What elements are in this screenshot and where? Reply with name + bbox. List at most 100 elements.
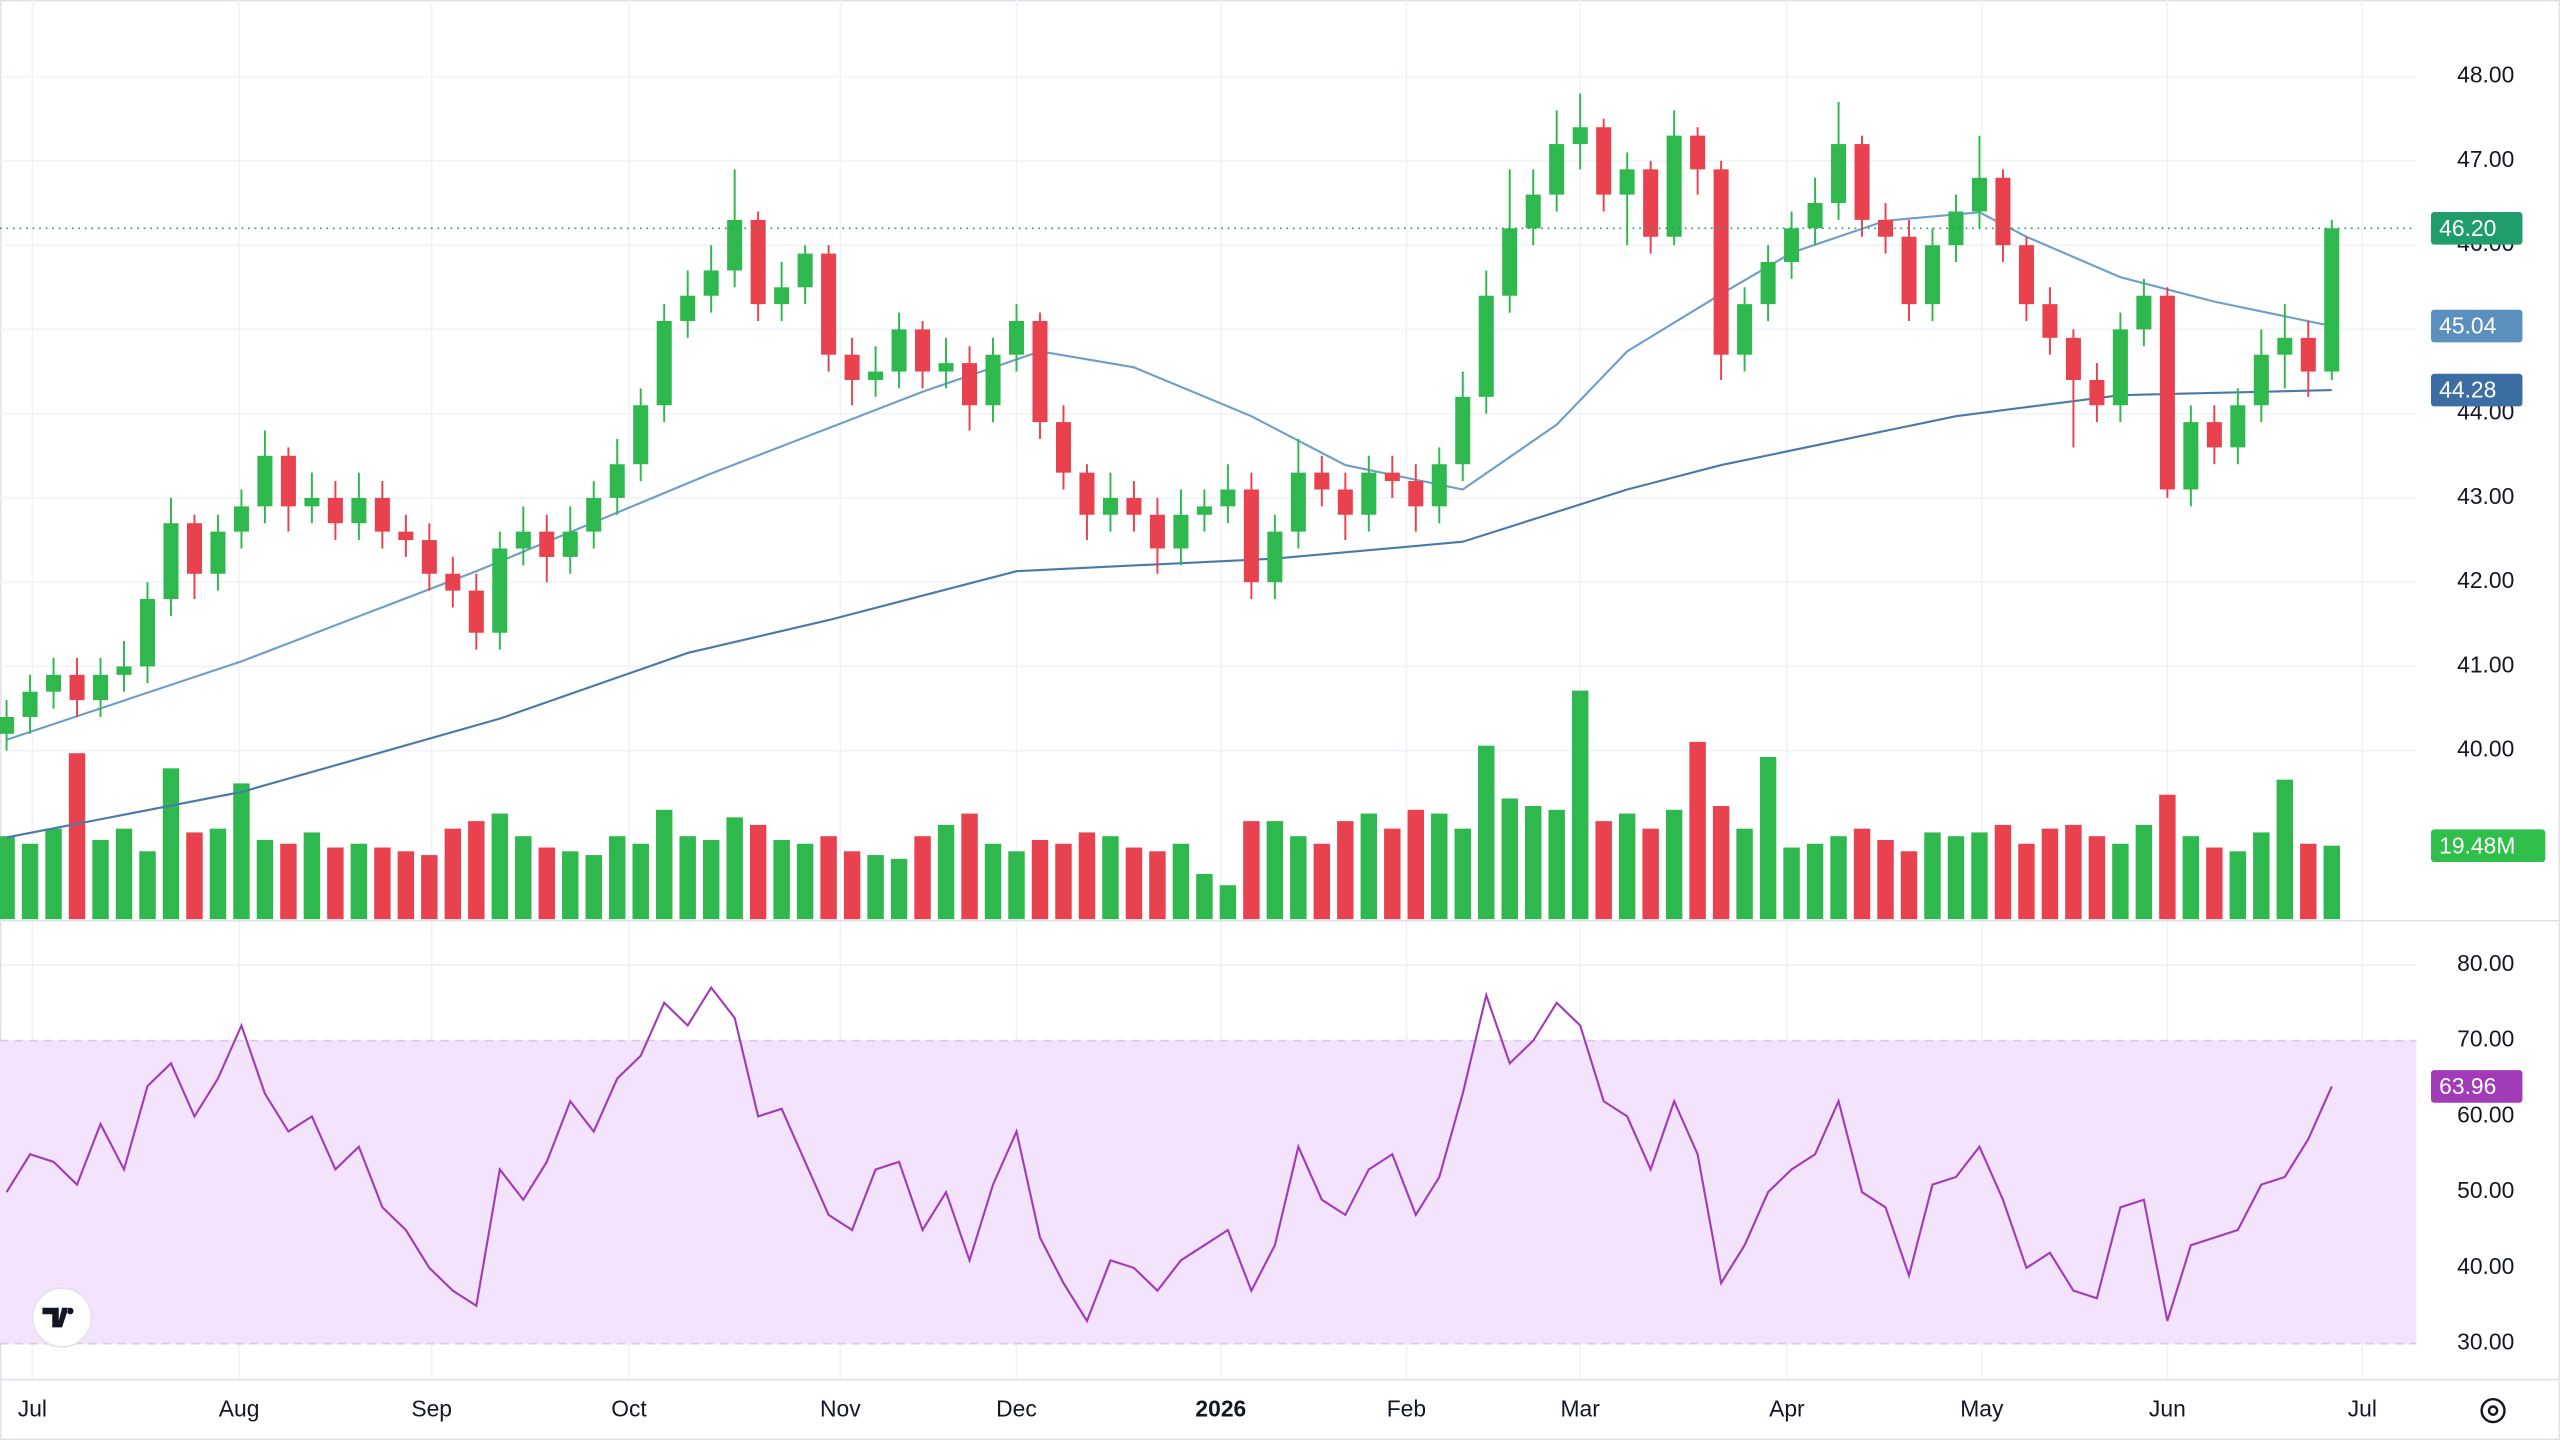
- rsi-tick-label: 30.00: [2457, 1329, 2514, 1355]
- volume-bar: [256, 839, 274, 920]
- candle-body: [1173, 514, 1189, 549]
- candle-body: [609, 464, 625, 498]
- x-tick-label: Dec: [996, 1396, 1037, 1422]
- rsi-tick-label: 40.00: [2457, 1253, 2514, 1279]
- volume-bar: [984, 843, 1002, 920]
- candle-body: [1619, 169, 1635, 195]
- rsi-tick-label: 60.00: [2457, 1101, 2514, 1127]
- candle-body: [93, 674, 109, 701]
- candle-body: [1079, 472, 1095, 515]
- candle-body: [1455, 396, 1471, 465]
- candle-body: [1337, 489, 1353, 515]
- volume-bar: [303, 832, 321, 920]
- y-tick-label: 47.00: [2457, 146, 2514, 172]
- candle-body: [962, 363, 978, 406]
- candle-body: [2042, 304, 2058, 338]
- candle-body: [233, 506, 249, 532]
- volume-bar: [68, 753, 86, 920]
- candle-body: [2159, 295, 2175, 490]
- candle-body: [1478, 295, 1494, 397]
- volume-bar: [1736, 828, 1753, 920]
- candle-body: [562, 531, 578, 557]
- candle-body: [186, 523, 202, 574]
- volume-bar: [820, 836, 837, 920]
- x-tick-label: Mar: [1561, 1396, 1601, 1422]
- gear-hub[interactable]: [2487, 1405, 2499, 1416]
- volume-bar: [1431, 813, 1448, 920]
- volume-bar: [773, 839, 790, 920]
- volume-bar: [2159, 794, 2176, 920]
- candle-body: [915, 329, 931, 372]
- candle-body: [539, 531, 555, 557]
- volume-bar: [1759, 756, 1777, 920]
- volume-bar: [1525, 806, 1542, 920]
- volume-bar: [1313, 843, 1331, 920]
- volume-bar: [515, 836, 532, 920]
- candle-body: [1643, 169, 1659, 237]
- moving-average: [6, 211, 2332, 741]
- candle-body: [985, 354, 1001, 406]
- candle-body: [257, 455, 273, 507]
- candle-body: [1713, 169, 1729, 355]
- candle-body: [139, 599, 156, 667]
- volume-bar: [1384, 828, 1401, 920]
- x-tick-label: May: [1960, 1396, 2004, 1422]
- candle-body: [116, 666, 132, 675]
- volume-bar: [937, 824, 955, 920]
- candle-body: [515, 531, 531, 549]
- gear[interactable]: [2480, 1397, 2506, 1424]
- volume-bar: [796, 843, 814, 920]
- volume-bar: [538, 847, 555, 920]
- volume-bar: [655, 809, 673, 920]
- candle-body: [1690, 135, 1706, 170]
- candle-body: [351, 497, 367, 524]
- x-tick-label: Jul: [18, 1396, 47, 1422]
- candle-body: [280, 455, 296, 507]
- axis-tag-label: 45.04: [2439, 313, 2496, 339]
- volume-bar: [1783, 847, 1800, 920]
- candle-body: [2324, 228, 2340, 372]
- candle-body: [2183, 422, 2199, 490]
- candle-body: [2206, 422, 2222, 448]
- volume-bar: [162, 768, 180, 920]
- volume-bar: [1149, 851, 1166, 920]
- volume-bar: [115, 828, 133, 920]
- axis-tag-label: 44.28: [2439, 377, 2496, 403]
- volume-bar: [1266, 821, 1284, 920]
- candle-body: [374, 497, 390, 532]
- candle-body: [1666, 135, 1682, 237]
- candle-body: [2018, 245, 2034, 305]
- volume-bar: [1994, 824, 2012, 920]
- candle-body: [1502, 228, 1518, 296]
- candle-body: [1572, 127, 1588, 145]
- volume-bar: [233, 783, 250, 920]
- volume-bar: [2253, 832, 2270, 920]
- candle-body: [1784, 228, 1800, 263]
- volume-bar: [702, 839, 720, 920]
- volume-bar: [2276, 779, 2294, 920]
- volume-bar: [1947, 836, 1965, 920]
- candle-body: [398, 531, 414, 541]
- volume-bar: [914, 836, 931, 920]
- x-tick-label: Sep: [411, 1396, 452, 1422]
- volume-bar: [1501, 798, 1518, 920]
- volume-bar: [1595, 821, 1612, 920]
- volume-bar: [867, 855, 884, 920]
- x-tick-label: Apr: [1769, 1396, 1805, 1422]
- candle-body: [1995, 177, 2011, 246]
- tv-logo[interactable]: [31, 1287, 93, 1348]
- candle-body: [2065, 337, 2081, 380]
- candle-body: [0, 716, 15, 734]
- volume-bar: [21, 843, 39, 920]
- candle-body: [586, 497, 602, 532]
- logo-mark[interactable]: [42, 1307, 74, 1328]
- candle-body: [2300, 337, 2316, 372]
- settings-button[interactable]: [2480, 1397, 2506, 1424]
- candle-body: [1314, 472, 1330, 490]
- candle-body: [163, 523, 179, 600]
- candle-body: [1102, 497, 1118, 515]
- volume-bar: [45, 828, 62, 920]
- rsi-tick-label: 50.00: [2457, 1177, 2514, 1203]
